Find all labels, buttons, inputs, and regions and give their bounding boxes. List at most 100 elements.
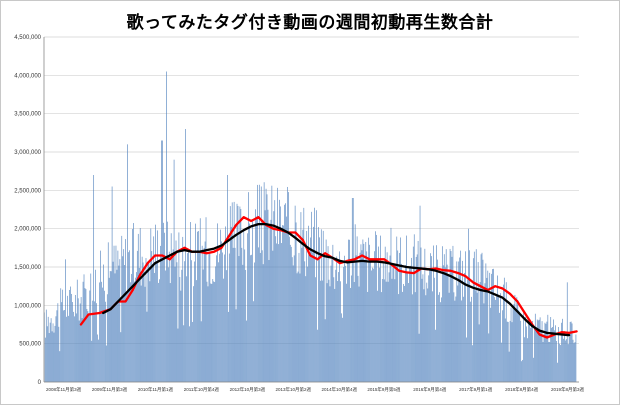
data-bar (324, 319, 326, 382)
data-bar (554, 330, 555, 382)
data-bar (298, 252, 300, 382)
data-bar (70, 286, 71, 382)
data-bar (160, 245, 161, 382)
data-bar (502, 310, 503, 382)
data-bar (169, 283, 171, 382)
data-bar (432, 291, 433, 382)
data-bar (51, 331, 53, 382)
data-bar (279, 199, 280, 382)
data-bar (133, 223, 134, 382)
data-bar (344, 255, 345, 382)
data-bar (523, 310, 524, 382)
data-bar (105, 345, 107, 382)
data-bar (561, 322, 562, 382)
data-bar (559, 343, 560, 382)
data-bar (353, 281, 355, 382)
data-bar (414, 292, 416, 382)
data-bar (115, 245, 117, 382)
data-bar (138, 267, 140, 382)
data-bar (98, 339, 99, 382)
x-tick-label: 2011年10月第4週 (184, 386, 220, 393)
data-bar (296, 273, 298, 382)
data-bar (533, 328, 535, 382)
data-bar (264, 210, 266, 382)
data-bar (330, 265, 332, 382)
data-bar (227, 175, 228, 382)
data-bar (356, 236, 358, 382)
data-bar (354, 224, 356, 382)
data-bar (448, 292, 450, 382)
data-bar (197, 231, 198, 382)
data-bar (319, 237, 320, 382)
data-bar (173, 159, 175, 382)
data-bar (573, 343, 575, 382)
data-bar (254, 262, 255, 382)
data-bar (563, 338, 564, 382)
data-bar (540, 330, 542, 382)
data-bar (167, 267, 169, 382)
moving-average-line (102, 222, 571, 337)
data-bar (293, 255, 295, 382)
data-bar (191, 260, 192, 382)
data-bar (149, 281, 151, 382)
data-bar (220, 229, 221, 382)
data-bar (547, 314, 549, 382)
y-tick-label: 2,000,000 (14, 227, 41, 233)
data-bar (555, 325, 556, 382)
data-bar (451, 256, 453, 382)
x-tick-label: 2012年10月第3週 (230, 386, 266, 393)
data-bar (136, 250, 138, 382)
data-bar (94, 301, 95, 382)
data-bar (499, 312, 500, 382)
data-bar (176, 262, 178, 382)
data-bar (488, 333, 490, 382)
data-bar (411, 257, 412, 382)
data-bar (76, 279, 78, 382)
data-bar (400, 237, 401, 382)
data-bar (492, 269, 493, 382)
data-bar (460, 250, 462, 382)
data-bar (500, 293, 501, 382)
data-bar (357, 275, 359, 382)
data-bar (367, 291, 369, 382)
x-tick-label: 2018年8月第4週 (505, 386, 539, 393)
data-bar (208, 254, 210, 382)
data-bar (315, 277, 316, 382)
data-bar (297, 271, 299, 382)
data-bar (574, 342, 576, 382)
data-bar (74, 316, 75, 382)
data-bar (472, 345, 473, 382)
data-bar (225, 226, 226, 382)
data-bar (378, 246, 379, 382)
data-bar (516, 297, 518, 382)
data-bar (78, 320, 80, 382)
data-bar (538, 319, 540, 382)
data-bar (564, 340, 566, 382)
data-bar (92, 300, 94, 382)
data-bar (320, 229, 322, 382)
data-bar (395, 265, 397, 382)
data-bar (54, 325, 56, 382)
data-bar (125, 239, 126, 382)
data-bar (537, 320, 539, 382)
data-bar (412, 246, 414, 382)
data-bar (126, 294, 127, 382)
data-bar (163, 222, 164, 382)
data-bar (81, 318, 83, 382)
data-bar (248, 192, 249, 382)
data-bar (469, 250, 470, 382)
data-bar (484, 283, 486, 382)
data-bar (362, 239, 364, 382)
data-bar (370, 258, 371, 382)
data-bar (104, 290, 105, 382)
data-bar (172, 249, 174, 382)
data-bar (175, 240, 177, 382)
data-bar (147, 261, 149, 382)
data-bar (215, 266, 217, 382)
data-bar (162, 140, 163, 382)
data-bar (464, 272, 465, 382)
data-bar (551, 327, 553, 382)
data-bar (209, 251, 211, 382)
data-bar (439, 292, 440, 382)
data-bar (428, 275, 430, 382)
